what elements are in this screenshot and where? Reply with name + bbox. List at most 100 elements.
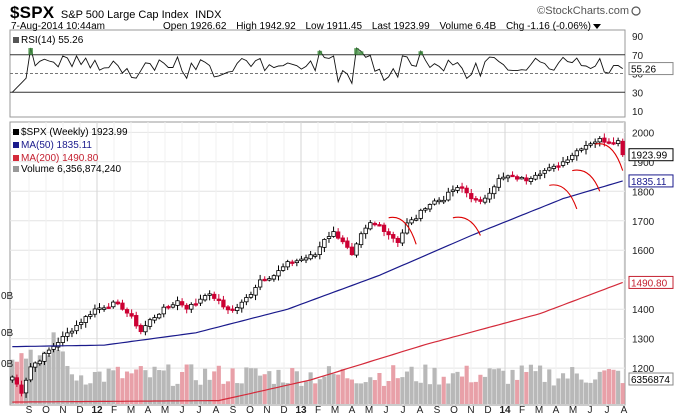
volume-bar xyxy=(372,380,377,404)
candle-body xyxy=(244,297,249,303)
volume-bar xyxy=(303,381,309,404)
volume-bar xyxy=(313,383,318,404)
candle-body xyxy=(473,198,478,201)
rsi-value-text: 55.26 xyxy=(631,65,656,76)
volume-bar xyxy=(620,383,625,404)
x-tick-label: N xyxy=(263,405,270,415)
trend-annotation xyxy=(388,216,417,245)
candle-body xyxy=(450,189,456,192)
x-tick-label: J xyxy=(180,405,185,415)
volume-bar xyxy=(60,351,65,404)
rsi-overbought-fill xyxy=(358,51,364,55)
volume-bar xyxy=(258,375,263,404)
volume-bar xyxy=(138,366,143,404)
x-tick-label: A xyxy=(145,405,152,415)
volume-bar xyxy=(175,383,180,404)
trend-annotation xyxy=(595,143,624,171)
candle-body xyxy=(427,204,433,210)
x-tick-label: N xyxy=(59,405,66,415)
rsi-overbought-fill xyxy=(418,51,424,55)
price-tick-label: 1800 xyxy=(632,187,655,198)
rsi-panel xyxy=(10,47,625,93)
candle-body xyxy=(400,232,405,244)
ma50-value-text: 1835.11 xyxy=(631,177,667,188)
x-tick-label: M xyxy=(127,405,135,415)
x-tick-label: S xyxy=(26,405,33,415)
candle-body xyxy=(482,197,488,203)
price-candles xyxy=(10,133,625,398)
left-axis-label: 0B xyxy=(1,328,14,339)
candle-body xyxy=(478,199,483,202)
volume-bar xyxy=(588,382,593,404)
x-tick-label: J xyxy=(605,405,610,415)
volume-bar xyxy=(606,369,612,404)
volume-bar xyxy=(65,365,70,404)
ma200-line xyxy=(12,281,623,403)
volume-bar xyxy=(404,371,410,404)
candle-body xyxy=(161,306,166,315)
volume-bar xyxy=(111,370,116,404)
volume-bar xyxy=(574,373,579,404)
volume-bar xyxy=(166,364,171,404)
ma200-value-box xyxy=(628,275,674,289)
candle-body xyxy=(496,178,501,188)
caret-down-icon[interactable] xyxy=(593,23,601,29)
candle-body xyxy=(92,308,98,315)
x-tick-label: J xyxy=(384,405,389,415)
x-tick-label: S xyxy=(434,405,441,415)
x-tick-label: A xyxy=(553,405,560,415)
candle-body xyxy=(336,231,341,239)
x-tick-label: M xyxy=(161,405,169,415)
candle-body xyxy=(492,186,497,195)
ma50-legend: MA(50) 1835.11 xyxy=(13,140,92,151)
candle-body xyxy=(97,307,102,310)
volume-bar xyxy=(143,370,148,404)
moving-averages xyxy=(12,180,623,403)
volume-bar xyxy=(152,366,157,404)
volume-bar xyxy=(42,351,47,404)
rsi-overbought-fill xyxy=(28,48,33,55)
volume-bar xyxy=(409,366,414,404)
trend-annotation xyxy=(549,184,578,210)
candle-body xyxy=(207,293,212,296)
volume-bar xyxy=(19,353,24,404)
candle-body xyxy=(515,176,520,180)
volume-bar xyxy=(611,369,616,404)
candle-body xyxy=(464,187,469,194)
volume-bar xyxy=(271,383,276,404)
candle-body xyxy=(257,279,263,288)
volume-bar xyxy=(551,385,556,404)
candle-body xyxy=(111,301,116,308)
volume-bar xyxy=(322,376,327,404)
volume-bar xyxy=(473,381,478,404)
candle-body xyxy=(414,218,419,221)
candle-body xyxy=(235,306,240,311)
candle-body xyxy=(418,209,423,219)
volume-bar xyxy=(381,385,387,404)
volume-bar xyxy=(464,365,469,404)
volume-bar xyxy=(395,378,400,404)
symbol: $SPX xyxy=(10,3,55,22)
candle-body xyxy=(152,317,157,321)
candle-body xyxy=(409,219,414,224)
volume-bar xyxy=(235,383,240,404)
volume-bar xyxy=(538,365,543,404)
quote-date: 7-Aug-2014 10:44am xyxy=(11,21,105,32)
volume-bar xyxy=(336,374,341,404)
volume-bar xyxy=(207,379,212,404)
candle-body xyxy=(23,379,29,394)
volume-bar xyxy=(446,383,451,404)
candle-body xyxy=(56,342,61,348)
volume-bar xyxy=(120,378,125,404)
volume-bar xyxy=(56,350,61,404)
x-tick-label: D xyxy=(76,405,83,415)
candle-body xyxy=(386,231,391,236)
candle-body xyxy=(33,362,38,368)
ma50-line xyxy=(12,180,623,348)
candle-body xyxy=(106,306,111,309)
quote-stats: Open 1926.62 High 1942.92 Low 1911.45 La… xyxy=(163,21,615,32)
volume-value-box xyxy=(628,372,674,386)
volume-bar xyxy=(184,364,189,404)
brand-link[interactable]: ©StockCharts.com xyxy=(537,5,629,17)
